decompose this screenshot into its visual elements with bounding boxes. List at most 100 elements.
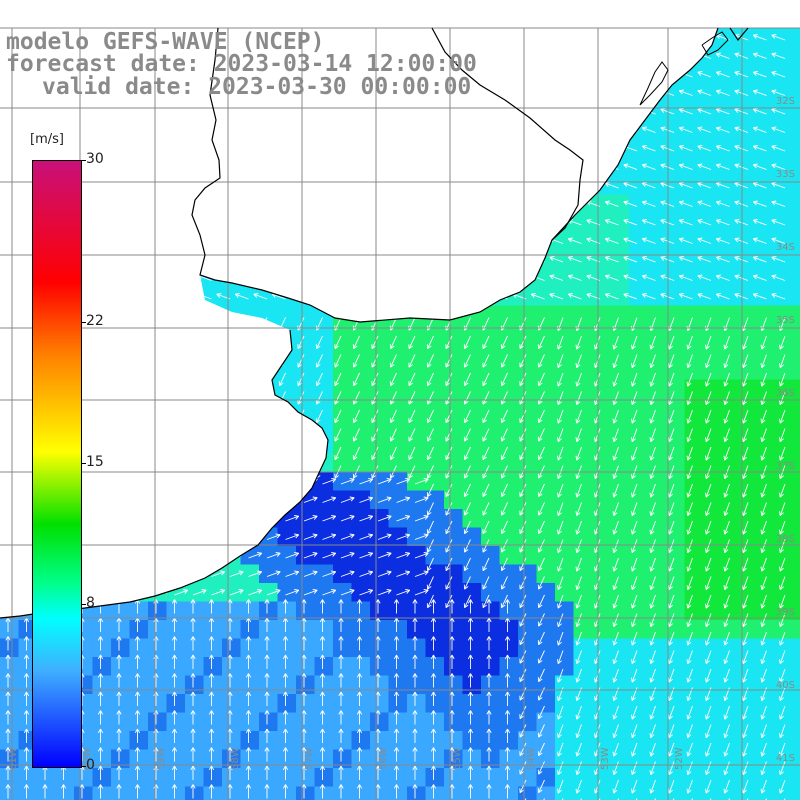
wind-arrow (557, 391, 564, 406)
wind-arrow (0, 90, 9, 96)
wind-arrow (7, 515, 22, 522)
field-cell (240, 490, 260, 510)
wind-arrow (475, 182, 490, 189)
wind-arrow (112, 428, 120, 442)
field-cell (351, 583, 371, 603)
field-cell (740, 176, 760, 196)
field-cell (166, 139, 186, 159)
field-cell (148, 694, 168, 714)
field-cell (166, 712, 186, 732)
wind-arrow (179, 200, 194, 207)
wind-arrow (105, 163, 120, 170)
field-cell (721, 250, 741, 270)
field-cell (795, 342, 800, 362)
field-cell (314, 509, 334, 529)
wind-arrow (204, 372, 212, 387)
field-cell (795, 157, 800, 177)
field-cell (333, 416, 353, 436)
wind-arrow (308, 256, 323, 263)
field-cell (74, 786, 94, 800)
wind-arrow (549, 293, 564, 300)
field-cell (518, 638, 538, 658)
field-cell (240, 731, 260, 751)
field-cell (0, 324, 20, 344)
field-cell (684, 157, 704, 177)
field-cell (703, 65, 723, 85)
field-cell (166, 657, 186, 677)
field-cell (111, 657, 131, 677)
field-cell (462, 194, 482, 214)
field-cell (481, 120, 501, 140)
wind-arrow (271, 237, 286, 244)
wind-arrow (345, 237, 360, 244)
field-cell (314, 157, 334, 177)
field-cell (351, 731, 371, 751)
wind-arrow (623, 293, 638, 300)
field-cell (203, 583, 223, 603)
wind-arrow (112, 446, 120, 461)
field-cell (462, 583, 482, 603)
field-cell (610, 65, 630, 85)
field-cell (185, 490, 205, 510)
wind-arrow (359, 478, 374, 485)
field-cell (573, 287, 593, 307)
wind-arrow (631, 335, 638, 350)
wind-arrow (155, 533, 170, 540)
field-cell (111, 361, 131, 381)
field-cell (148, 731, 168, 751)
field-cell (259, 786, 279, 800)
field-cell (92, 472, 112, 492)
field-cell (333, 435, 353, 455)
field-cell (518, 120, 538, 140)
field-cell (111, 472, 131, 492)
field-cell (166, 453, 186, 473)
field-cell (684, 139, 704, 159)
field-cell (129, 213, 149, 233)
field-cell (129, 675, 149, 695)
field-cell (18, 768, 38, 788)
latitude-label: 32S (776, 96, 795, 107)
wind-arrow (649, 428, 656, 443)
field-cell (481, 28, 501, 48)
field-cell (407, 102, 427, 122)
wind-arrow (715, 145, 730, 152)
field-cell (222, 139, 242, 159)
wind-arrow (475, 256, 490, 263)
wind-arrow (0, 219, 9, 226)
field-cell (222, 453, 242, 473)
wind-arrow (557, 409, 564, 424)
field-cell (499, 379, 519, 399)
wind-arrow (715, 89, 730, 96)
field-cell (444, 749, 464, 769)
wind-arrow (234, 108, 249, 115)
field-cell (629, 157, 649, 177)
field-cell (462, 749, 482, 769)
field-cell (370, 638, 390, 658)
field-cell (610, 213, 630, 233)
field-cell (203, 194, 223, 214)
wind-arrow (389, 372, 397, 387)
wind-arrow (1, 409, 9, 424)
field-cell (333, 268, 353, 288)
field-cell (610, 194, 630, 214)
field-cell (203, 287, 223, 307)
longitude-label: 55W (452, 747, 463, 770)
field-cell (518, 768, 538, 788)
wind-arrow (660, 163, 675, 170)
wind-arrow (12, 108, 27, 115)
field-cell (222, 120, 242, 140)
field-cell (684, 46, 704, 66)
wind-arrow (345, 256, 360, 263)
field-cell (407, 453, 427, 473)
field-cell (111, 786, 131, 800)
wind-arrow (549, 126, 564, 133)
field-cell (148, 379, 168, 399)
field-cell (148, 361, 168, 381)
field-cell (185, 416, 205, 436)
field-cell (647, 65, 667, 85)
field-cell (129, 712, 149, 732)
field-cell (462, 657, 482, 677)
field-cell (536, 546, 556, 566)
wind-arrow (752, 256, 767, 263)
field-cell (740, 120, 760, 140)
